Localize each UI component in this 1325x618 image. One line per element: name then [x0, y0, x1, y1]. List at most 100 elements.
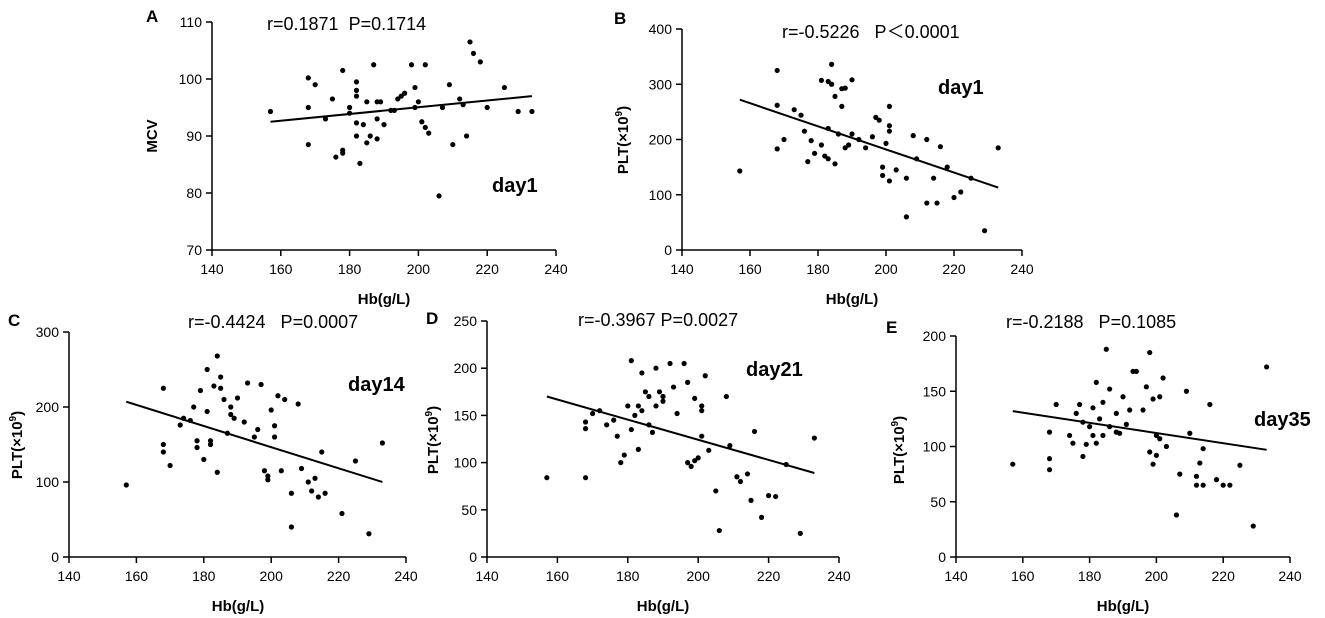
- x-tick-label: 220: [942, 261, 966, 277]
- x-tick-label: 180: [616, 568, 640, 584]
- data-point: [614, 433, 620, 439]
- data-point: [880, 172, 886, 179]
- data-point: [231, 415, 237, 421]
- data-point: [1117, 430, 1123, 436]
- data-point: [160, 441, 166, 448]
- x-axis-title: Hb(g/L): [826, 291, 878, 308]
- data-point: [667, 360, 673, 367]
- data-point: [214, 353, 220, 359]
- data-point: [1213, 477, 1220, 483]
- data-point: [903, 214, 910, 220]
- y-axis-title-tail: ): [425, 406, 442, 411]
- data-point: [1093, 379, 1099, 386]
- data-point: [829, 81, 835, 87]
- data-point: [204, 366, 210, 373]
- y-tick-label: 100: [923, 439, 947, 455]
- data-point: [632, 412, 638, 418]
- data-point: [218, 385, 224, 391]
- data-point: [1183, 388, 1190, 394]
- y-tick-label: 200: [454, 360, 478, 376]
- data-point: [366, 531, 372, 537]
- data-point: [194, 444, 200, 451]
- data-point: [692, 458, 698, 464]
- data-point: [329, 96, 335, 102]
- data-point: [702, 373, 708, 379]
- data-point: [982, 228, 988, 234]
- data-point: [1153, 452, 1159, 458]
- x-tick-label: 160: [546, 568, 570, 584]
- x-tick-label: 200: [687, 568, 711, 584]
- data-point: [1250, 523, 1256, 529]
- data-point: [639, 408, 645, 414]
- data-point: [611, 417, 617, 423]
- x-tick-label: 240: [1010, 261, 1034, 277]
- correlation-stats: r=-0.2188 P=0.1085: [1006, 312, 1176, 332]
- data-point: [218, 374, 224, 380]
- y-tick-label: 90: [186, 128, 202, 144]
- panel-d: 140 160 180 200 220 240 0 50 100 150 200 250 D r=-0.3…: [424, 309, 851, 615]
- data-point: [944, 164, 950, 170]
- data-point: [419, 119, 425, 125]
- y-axis-title-main: PLT(×10: [615, 116, 632, 174]
- y-tick-label: 100: [649, 187, 673, 203]
- data-point: [271, 434, 278, 440]
- data-point: [582, 426, 589, 432]
- panel-letter: D: [426, 309, 438, 328]
- data-point: [1010, 461, 1016, 467]
- data-point: [357, 160, 363, 166]
- data-point: [744, 471, 751, 477]
- data-point: [353, 120, 360, 126]
- data-point: [191, 404, 197, 410]
- data-point: [766, 493, 772, 499]
- data-point: [886, 103, 893, 109]
- data-point: [197, 387, 204, 394]
- x-tick-label: 220: [476, 261, 500, 277]
- data-point: [653, 365, 659, 371]
- data-point: [268, 407, 274, 413]
- x-tick-label: 220: [327, 568, 351, 584]
- data-point: [924, 200, 930, 206]
- data-point: [931, 175, 937, 181]
- data-point: [408, 62, 415, 68]
- y-tick-label: 100: [36, 474, 60, 490]
- correlation-stats: r=0.1871 P=0.1714: [267, 14, 426, 34]
- data-point: [1120, 394, 1126, 400]
- data-point: [353, 133, 360, 139]
- data-point: [751, 428, 758, 435]
- data-point: [604, 422, 610, 428]
- data-point: [1173, 512, 1180, 518]
- data-point: [422, 62, 428, 68]
- x-tick-label: 160: [738, 261, 762, 277]
- data-point: [863, 145, 869, 151]
- data-point: [886, 123, 893, 129]
- x-tick-label: 200: [1145, 568, 1169, 584]
- data-point: [818, 77, 825, 83]
- x-tick-label: 140: [200, 261, 224, 277]
- data-point: [716, 527, 722, 534]
- x-tick-label: 240: [1278, 568, 1302, 584]
- x-tick-label: 180: [1078, 568, 1102, 584]
- y-tick-label: 0: [469, 549, 477, 565]
- day-label: day21: [746, 359, 803, 381]
- data-point: [381, 122, 387, 128]
- data-point: [582, 419, 589, 425]
- y-tick-label: 70: [186, 242, 202, 258]
- data-point: [670, 384, 677, 390]
- data-point: [734, 474, 740, 480]
- data-point: [477, 59, 483, 65]
- y-axis-title: PLT(×109): [614, 106, 632, 174]
- x-tick-label: 160: [125, 568, 149, 584]
- correlation-stats: r=-0.4424 P=0.0007: [188, 312, 358, 332]
- data-point: [825, 156, 831, 162]
- data-point: [339, 510, 345, 517]
- data-point: [201, 456, 207, 463]
- data-point: [322, 116, 329, 122]
- x-tick-label: 180: [192, 568, 216, 584]
- y-tick-label: 100: [179, 71, 203, 87]
- data-point: [1160, 375, 1166, 381]
- data-point: [1097, 416, 1103, 422]
- data-point: [422, 124, 428, 131]
- x-tick-label: 140: [670, 261, 694, 277]
- y-axis-title: MCV: [144, 119, 161, 152]
- x-tick-label: 180: [806, 261, 830, 277]
